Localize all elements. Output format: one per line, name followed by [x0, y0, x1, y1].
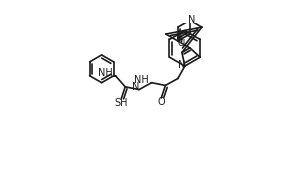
Text: NH: NH: [98, 68, 113, 78]
Text: N: N: [177, 34, 184, 45]
Text: N: N: [188, 15, 196, 25]
Text: SH: SH: [114, 98, 128, 108]
Text: Cl: Cl: [177, 39, 186, 48]
Text: N: N: [132, 82, 139, 92]
Text: NH: NH: [134, 75, 148, 85]
Text: O: O: [157, 97, 165, 107]
Text: N: N: [178, 60, 185, 70]
